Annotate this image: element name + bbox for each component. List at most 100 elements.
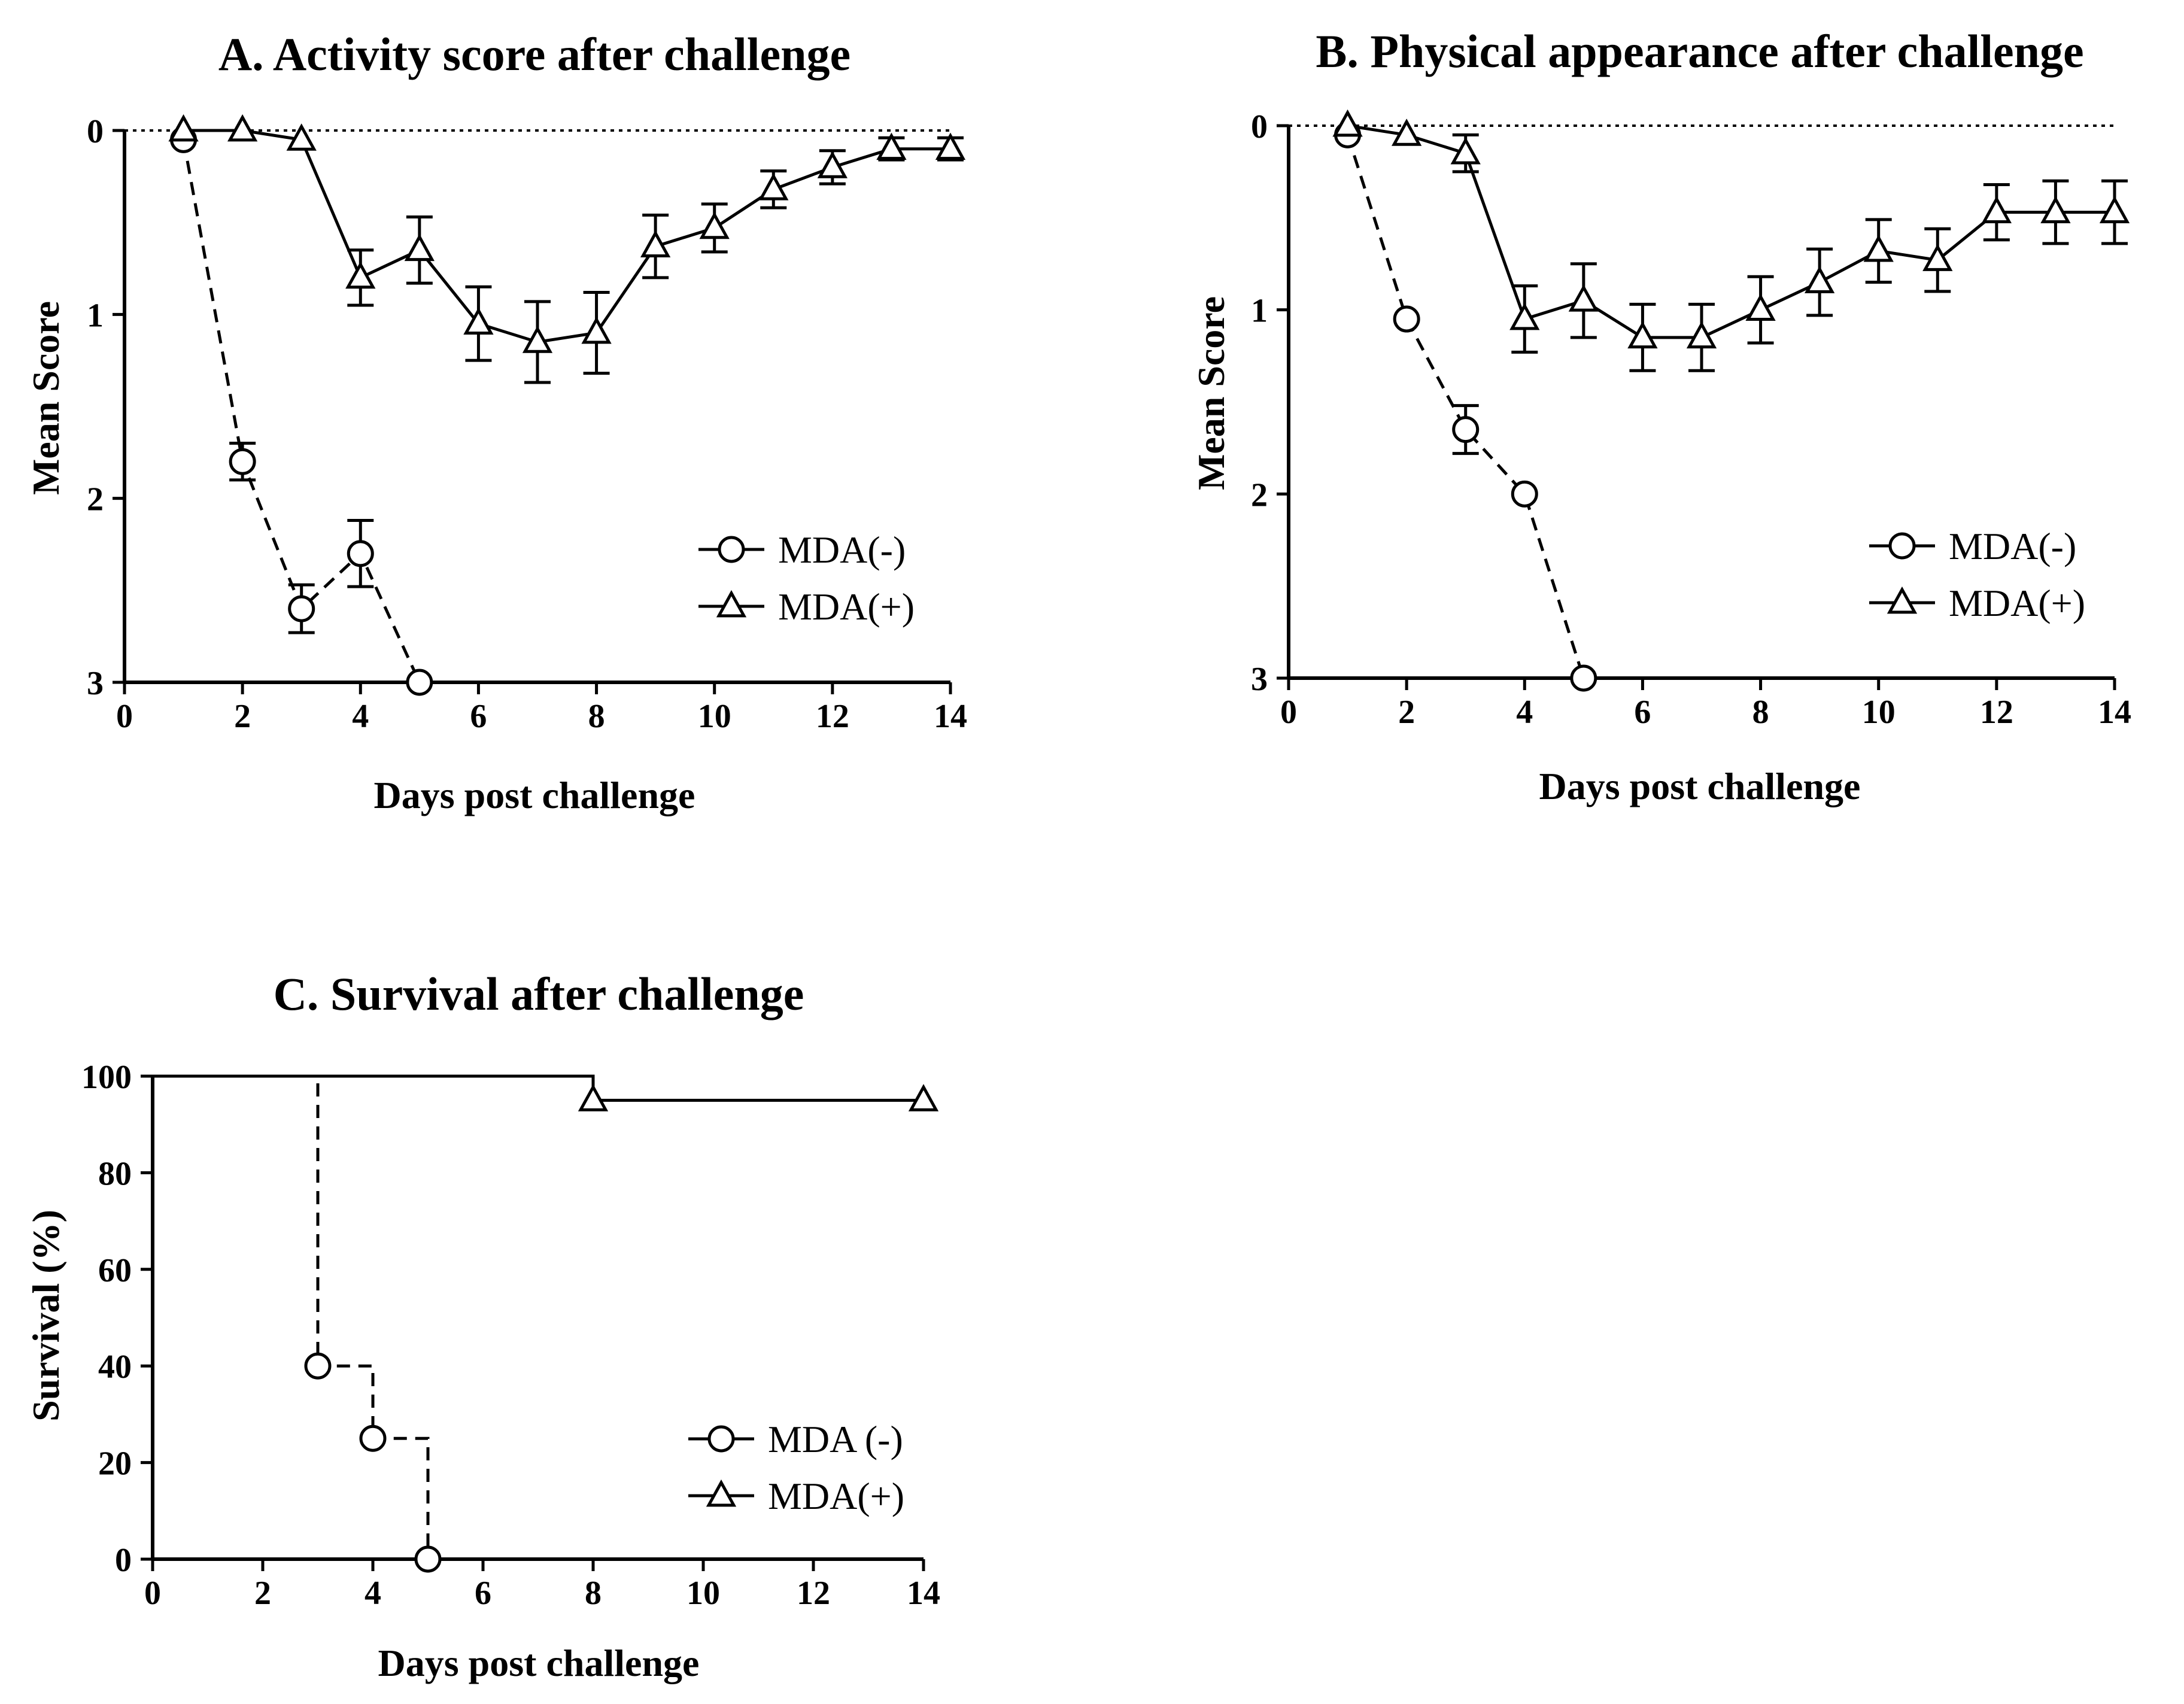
panel-c-plot-area: 0 2 4 6 8 10 12 14 0 20 40 60 80 100 MDA (-) MDA(+) <box>81 1059 940 1612</box>
panel-a-series-mdapos-point <box>640 230 671 257</box>
panel-b-x-tick-label: 0 <box>1280 694 1297 731</box>
panel-b-x-tick-label: 6 <box>1634 694 1651 731</box>
panel-c-x-axis-label: Days post challenge <box>378 1642 700 1684</box>
panel-a-x-tick-label: 0 <box>116 698 133 735</box>
panel-a-series-mdapos-point <box>699 211 730 239</box>
panel-a-series-mdapos-point <box>935 132 966 160</box>
panel-b-series-mdapos-point <box>1686 321 1717 349</box>
panel-b-series-mdapos-point <box>2099 196 2130 223</box>
panel-c-survival: C. Survival after challenge Days post ch… <box>25 968 940 1684</box>
panel-c-series-mdaneg-point <box>304 1352 332 1380</box>
panel-a-x-tick-label: 6 <box>470 698 487 735</box>
panel-b-x-tick-label: 12 <box>1980 694 2013 731</box>
panel-b-series-mdapos-point <box>1332 109 1363 137</box>
panel-b-series-mdaneg-point <box>1452 416 1480 444</box>
panel-c-x-tick-label: 0 <box>144 1575 161 1612</box>
panel-c-x-tick-label: 10 <box>687 1575 720 1612</box>
panel-c-series-mdaneg-line <box>153 1074 430 1559</box>
panel-b-x-tick-label: 14 <box>2098 694 2131 731</box>
panel-b-x-axis-label: Days post challenge <box>1539 765 1861 807</box>
panel-c-x-tick-label: 14 <box>907 1575 940 1612</box>
panel-c-y-tick-label: 40 <box>98 1348 132 1386</box>
panel-b-x-tick-label: 2 <box>1398 694 1415 731</box>
panel-b-legend-label: MDA(+) <box>1949 582 2085 624</box>
panel-c-series-mdaneg-point <box>414 1545 442 1573</box>
panel-a-activity-score: A. Activity score after challenge Days p… <box>25 28 967 816</box>
panel-a-series-mdaneg-point <box>406 669 433 696</box>
panel-a-series-mdapos-point <box>463 307 494 335</box>
panel-b-y-tick-label: 3 <box>1251 661 1268 698</box>
panel-a-series-mdapos-point <box>522 326 553 353</box>
panel-a-legend-label: MDA(-) <box>778 528 906 571</box>
panel-a-series-mdapos-point <box>876 132 907 160</box>
panel-b-series-mdapos-point <box>2040 196 2071 223</box>
panel-a-series-mdapos-point <box>168 114 199 142</box>
panel-a-legend-marker <box>718 536 745 563</box>
panel-c-legend-marker <box>707 1425 735 1453</box>
panel-a-y-tick-label: 3 <box>87 665 104 702</box>
panel-b-series-mdapos-point <box>1922 244 1953 271</box>
panel-b-series-mdapos-point <box>1509 302 1540 330</box>
panel-b-series-mdapos-point <box>1627 321 1658 349</box>
panel-b-y-tick-label: 1 <box>1251 293 1268 330</box>
panel-a-y-tick-label: 2 <box>87 481 104 518</box>
panel-c-series-mdapos-point <box>908 1084 939 1111</box>
panel-c-x-tick-label: 8 <box>585 1575 602 1612</box>
panel-c-y-tick-label: 80 <box>98 1155 132 1192</box>
panel-c-y-tick-label: 100 <box>81 1059 132 1096</box>
panel-b-x-tick-label: 8 <box>1752 694 1769 731</box>
panel-c-y-tick-label: 0 <box>115 1542 132 1579</box>
panel-c-title: C. Survival after challenge <box>274 968 804 1020</box>
panel-a-x-axis-label: Days post challenge <box>374 774 695 816</box>
panel-b-series-mdaneg-point <box>1570 664 1597 692</box>
panel-b-x-tick-label: 4 <box>1516 694 1533 731</box>
panel-c-y-tick-label: 60 <box>98 1252 132 1289</box>
panel-b-x-tick-label: 10 <box>1862 694 1896 731</box>
panel-a-x-tick-label: 2 <box>234 698 251 735</box>
panel-b-series-mdapos-point <box>1745 293 1776 321</box>
panel-b-physical-appearance: B. Physical appearance after challenge D… <box>1190 25 2131 807</box>
panel-a-legend-label: MDA(+) <box>778 585 915 628</box>
panel-a-title: A. Activity score after challenge <box>218 28 850 80</box>
panel-a-series-mdaneg-point <box>347 540 374 567</box>
panel-c-x-tick-label: 12 <box>797 1575 830 1612</box>
panel-b-y-tick-label: 2 <box>1251 476 1268 514</box>
panel-b-series-mdaneg-point <box>1393 305 1420 333</box>
panel-a-y-axis-label: Mean Score <box>25 301 67 495</box>
panel-b-series-mdapos-point <box>1450 136 1481 165</box>
panel-b-series-mdapos-point <box>1392 119 1422 146</box>
panel-b-legend-label: MDA(-) <box>1949 525 2076 567</box>
panel-b-y-axis-label: Mean Score <box>1190 296 1232 490</box>
panel-c-legend-label: MDA(+) <box>768 1475 904 1517</box>
panel-c-series-mdapos-line <box>153 1074 924 1102</box>
panel-a-y-tick-label: 0 <box>87 113 104 150</box>
panel-c-y-axis-label: Survival (%) <box>25 1210 67 1421</box>
panel-b-y-tick-label: 0 <box>1251 108 1268 145</box>
panel-b-legend-marker <box>1888 532 1916 560</box>
panel-b-series-mdapos-point <box>1805 266 1835 293</box>
panel-c-x-tick-label: 4 <box>364 1575 381 1612</box>
panel-a-x-tick-label: 12 <box>816 698 849 735</box>
panel-a-x-tick-label: 10 <box>698 698 731 735</box>
panel-a-series-mdapos-point <box>817 151 848 178</box>
panel-c-x-tick-label: 6 <box>475 1575 491 1612</box>
panel-a-series-mdapos-point <box>404 233 435 262</box>
panel-a-x-tick-label: 4 <box>352 698 369 735</box>
panel-b-series-mdaneg-point <box>1511 480 1538 508</box>
panel-c-legend-label: MDA (-) <box>768 1418 903 1460</box>
panel-b-series-mdapos-point <box>1568 284 1599 312</box>
panel-c-series-mdapos-point <box>578 1084 609 1111</box>
panel-b-series-mdapos-point <box>1981 196 2012 223</box>
panel-b-title: B. Physical appearance after challenge <box>1316 25 2083 77</box>
panel-a-series-mdapos-point <box>345 261 376 289</box>
panel-a-legend-marker <box>716 590 747 618</box>
panel-c-legend-marker <box>706 1479 737 1507</box>
panel-a-series-mdaneg-point <box>229 448 256 475</box>
panel-a-series-mdaneg-point <box>288 595 315 622</box>
panel-c-x-tick-label: 2 <box>254 1575 271 1612</box>
panel-a-x-tick-label: 14 <box>934 698 967 735</box>
panel-a-x-tick-label: 8 <box>588 698 605 735</box>
